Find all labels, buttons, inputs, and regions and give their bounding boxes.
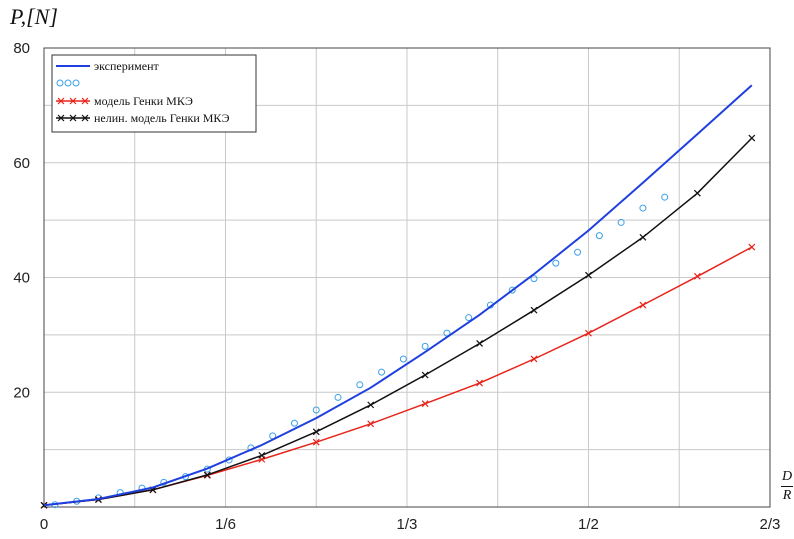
series-marker: [748, 134, 756, 142]
series-marker: [693, 272, 701, 280]
series-marker: [258, 451, 266, 459]
scatter-point: [639, 204, 647, 212]
series-marker: [203, 471, 211, 479]
scatter-point: [595, 232, 603, 240]
series-marker: [367, 401, 375, 409]
tick-labels: 0 1/6 1/3 1/2 2/3 20 40 60 80: [13, 40, 780, 533]
scatter-point: [334, 393, 342, 401]
series-marker: [585, 271, 592, 279]
x-tick-label: 1/6: [215, 516, 236, 533]
scatter-point: [399, 355, 407, 363]
y-tick-label: 40: [13, 270, 30, 287]
series-line: [43, 137, 753, 507]
x-axis-label: D R: [781, 470, 793, 503]
series-marker: [312, 428, 320, 436]
series-layer: [40, 84, 756, 509]
scatter-point: [378, 368, 386, 376]
x-axis-label-fraction-bar: [781, 486, 793, 487]
legend-swatch-circles: [56, 79, 80, 87]
series-line: [43, 84, 753, 507]
legend-swatch-nonlinear-genki-fem: [56, 114, 90, 122]
y-axis-label: P,[N]: [10, 4, 58, 29]
x-tick-label: 2/3: [760, 516, 781, 533]
scatter-point: [356, 381, 364, 389]
scatter-point: [530, 275, 538, 283]
scatter-point: [574, 248, 582, 256]
scatter-point: [508, 286, 516, 294]
x-axis-label-numerator: D: [781, 469, 793, 484]
series-marker: [421, 400, 429, 408]
y-tick-label: 20: [13, 384, 30, 401]
series-marker: [585, 329, 592, 337]
series-line: [43, 246, 753, 507]
legend-label-genki-fem: модель Генки МКЭ: [94, 94, 193, 108]
scatter-point: [661, 193, 669, 201]
scatter-point: [552, 259, 560, 267]
series-marker: [530, 306, 538, 314]
x-tick-label: 0: [40, 516, 48, 533]
scatter-point: [421, 342, 429, 350]
y-tick-label: 80: [13, 40, 30, 57]
grid-lines: [44, 48, 770, 507]
x-tick-label: 1/3: [397, 516, 418, 533]
y-tick-label: 60: [13, 155, 30, 172]
legend-swatch-genki-fem: [56, 97, 90, 105]
plot-frame: [43, 47, 771, 508]
scatter-point: [312, 406, 320, 414]
series-marker: [693, 189, 701, 197]
legend-label-experiment: эксперимент: [94, 59, 160, 73]
scatter-point: [465, 314, 473, 322]
series-marker: [367, 420, 375, 428]
series-marker: [476, 379, 484, 387]
series-marker: [639, 301, 647, 309]
legend: эксперимент модель Генки МКЭ нелин. моде…: [51, 54, 257, 133]
scatter-point: [290, 419, 298, 427]
scatter-point: [617, 218, 625, 226]
x-axis-label-denominator: R: [782, 488, 792, 503]
series-marker: [639, 233, 647, 241]
series-marker: [476, 340, 484, 347]
legend-label-nonlinear-genki-fem: нелин. модель Генки МКЭ: [94, 111, 230, 125]
series-marker: [312, 438, 320, 446]
series-marker: [530, 355, 538, 363]
series-marker: [748, 243, 756, 251]
x-tick-label: 1/2: [578, 516, 599, 533]
series-marker: [421, 371, 429, 379]
